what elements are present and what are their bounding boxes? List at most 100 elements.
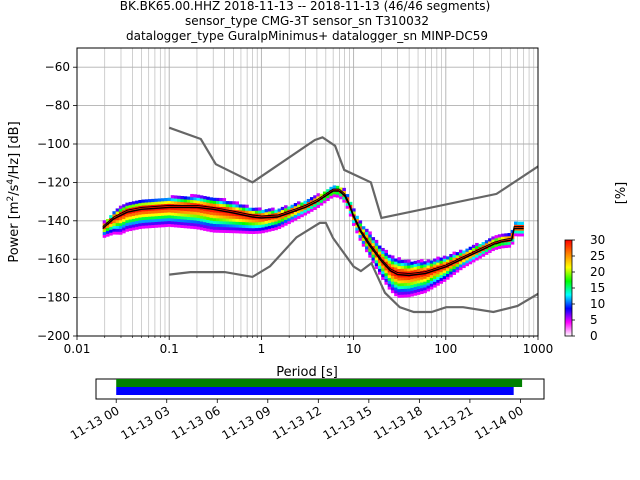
- density-cell: [403, 285, 408, 289]
- density-cell: [442, 270, 447, 274]
- density-cell: [225, 206, 230, 210]
- density-cell: [284, 213, 288, 218]
- density-cell: [387, 274, 392, 279]
- density-cell: [449, 274, 453, 278]
- density-cell: [271, 227, 275, 231]
- density-cell: [342, 199, 346, 203]
- density-cell: [374, 260, 379, 264]
- density-cell: [177, 204, 181, 208]
- density-cell: [267, 222, 272, 226]
- density-cell: [274, 221, 278, 225]
- density-cell: [365, 249, 369, 253]
- density-cell: [251, 230, 256, 235]
- density-cell: [131, 201, 136, 205]
- density-cell: [157, 201, 162, 205]
- density-cell: [468, 246, 473, 250]
- density-cell: [416, 283, 421, 287]
- density-cell: [316, 204, 320, 208]
- density-cell: [293, 203, 298, 207]
- density-cell: [426, 273, 431, 278]
- density-cell: [407, 276, 411, 281]
- density-cell: [397, 257, 401, 261]
- density-cell: [164, 223, 168, 228]
- density-cell: [261, 212, 265, 216]
- density-cell: [206, 228, 210, 232]
- density-cell: [128, 227, 133, 232]
- density-cell: [397, 271, 401, 275]
- density-cell: [377, 271, 382, 275]
- density-cell: [355, 227, 359, 231]
- density-cell: [157, 215, 162, 219]
- density-cell: [229, 209, 233, 213]
- density-cell: [322, 191, 327, 195]
- density-cell: [167, 197, 172, 201]
- density-cell: [319, 202, 324, 206]
- density-cell: [342, 190, 346, 194]
- timeline-tick-label: 11-13 18: [371, 403, 425, 442]
- density-cell: [407, 282, 411, 286]
- density-cell: [180, 224, 184, 228]
- density-cell: [125, 202, 129, 206]
- density-cell: [232, 221, 236, 225]
- density-cell: [186, 210, 191, 215]
- density-cell: [151, 221, 155, 226]
- density-cell: [384, 258, 388, 262]
- density-cell: [131, 221, 136, 225]
- density-cell: [377, 262, 382, 267]
- x-axis-label: Period [s]: [276, 365, 338, 380]
- density-cell: [384, 272, 388, 277]
- density-cell: [248, 216, 252, 220]
- density-cell: [229, 206, 233, 211]
- density-cell: [199, 209, 204, 213]
- density-cell: [397, 268, 401, 272]
- density-cell: [144, 202, 149, 206]
- density-cell: [122, 230, 126, 234]
- density-cell: [442, 258, 447, 262]
- density-cell: [148, 201, 152, 206]
- density-cell: [148, 225, 152, 229]
- density-cell: [222, 212, 227, 216]
- density-cell: [410, 261, 414, 265]
- density-cell: [420, 259, 424, 263]
- timeline-tick-label: 11-13 21: [422, 403, 476, 442]
- density-cell: [170, 221, 175, 225]
- density-cell: [241, 227, 246, 231]
- density-cell: [420, 279, 424, 283]
- colorbar-tick-label: 0: [590, 329, 598, 343]
- density-cell: [403, 291, 408, 295]
- density-cell: [365, 228, 369, 233]
- density-cell: [203, 207, 207, 211]
- density-cell: [164, 215, 168, 219]
- density-cell: [520, 233, 525, 237]
- density-cell: [212, 215, 217, 219]
- density-cell: [232, 212, 236, 216]
- density-cell: [219, 206, 223, 210]
- density-cell: [203, 213, 207, 217]
- density-cell: [267, 219, 272, 224]
- density-cell: [115, 217, 120, 221]
- density-cell: [439, 257, 444, 261]
- y-tick-label: −160: [37, 252, 70, 266]
- density-cell: [193, 223, 197, 227]
- density-cell: [462, 259, 466, 263]
- density-cell: [229, 227, 233, 231]
- density-cell: [368, 234, 372, 238]
- density-cell: [387, 283, 392, 287]
- density-cell: [216, 209, 220, 213]
- density-cell: [241, 218, 246, 223]
- density-cell: [160, 209, 165, 213]
- title-line-3: datalogger_type GuralpMinimus+ datalogge…: [126, 29, 488, 43]
- density-cell: [241, 224, 246, 228]
- density-cell: [436, 256, 440, 260]
- timeline-tick-label: 11-13 15: [321, 403, 375, 442]
- density-cell: [319, 199, 324, 203]
- density-cell: [494, 235, 499, 239]
- density-cell: [102, 220, 107, 224]
- density-cell: [365, 234, 369, 238]
- density-cell: [381, 265, 385, 269]
- density-cell: [196, 203, 201, 207]
- density-cell: [501, 245, 505, 249]
- density-cell: [468, 252, 473, 256]
- density-cell: [390, 278, 395, 282]
- density-cell: [238, 204, 243, 208]
